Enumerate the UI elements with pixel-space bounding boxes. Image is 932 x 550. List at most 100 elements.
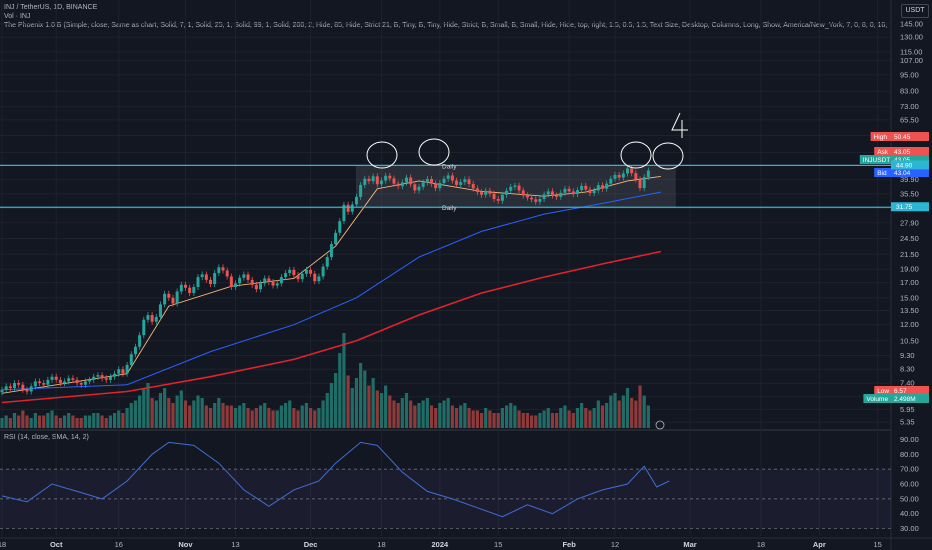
volume-bar [484,408,488,428]
badge-value-box [891,155,929,164]
volume-bar [580,403,584,428]
candle-body [259,283,263,290]
candle-body [430,179,434,184]
price-badge: Ask 43.05 [874,147,929,156]
candle-body [21,384,25,390]
volume-bar [404,393,409,428]
candle-body [33,381,37,387]
x-tick-label: 13 [231,540,239,549]
candle-body [138,335,142,347]
volume-bar [367,385,371,428]
candle-body [384,175,388,181]
volume-bar [233,408,238,428]
candle-body [571,191,575,195]
volume-bar [179,390,183,428]
candle-body [163,293,167,305]
volume-bar [87,415,92,428]
volume-bar [204,405,208,428]
candle-body [209,279,212,285]
volume-bar [613,393,617,428]
candle-body [484,190,488,195]
candle-body [563,188,567,193]
badge-value-box [891,132,929,141]
volume-bar [534,415,538,428]
candle-body [521,190,525,196]
volume-bar [112,413,117,428]
candle-body [117,369,121,374]
candle-body [613,174,617,179]
volume-bar [634,400,638,428]
volume-bar [200,398,204,428]
volume-bar [379,393,384,428]
candle-body [75,379,79,384]
candle-body [234,283,238,287]
volume-indicator-label[interactable]: Vol · INJ [4,13,31,20]
candle-body [417,186,421,191]
phoenix-indicator-label[interactable]: The Phoenix 1.0 Б (Simple, close, Same a… [4,22,889,29]
x-tick-label: 12 [611,540,619,549]
volume-bar [292,408,296,428]
volume-bar [104,418,108,428]
volume-bar [8,418,12,428]
volume-bar [538,413,542,428]
candle-body [17,383,21,385]
volume-bar [283,403,288,428]
badge-label-box [874,147,891,156]
volume-bar [450,405,454,428]
candle-body [559,192,563,197]
price-badge: Volume 2.498M [863,394,929,403]
candle-body [213,273,217,285]
candle-body [600,185,604,189]
drawing-circle [366,141,398,169]
candle-body [505,190,509,195]
x-tick-label: 2024 [432,540,450,549]
volume-bar [446,398,450,428]
volume-bar [21,410,25,428]
candle-body [525,195,529,198]
candle-body [158,304,162,317]
volume-bar [442,400,446,428]
candle-body [221,267,225,271]
volume-bar [17,415,21,428]
volume-bar [542,410,546,428]
candle-body [67,378,71,382]
volume-bar [267,408,271,428]
y-tick-label: 19.00 [900,265,919,274]
candle-body [359,184,363,197]
candle-body [204,274,208,280]
candle-body [450,175,454,181]
volume-bar [271,410,275,428]
candle-body [550,191,554,196]
volume-bar [229,405,233,428]
candle-body [0,389,4,393]
y-tick-label: 9.30 [900,351,915,360]
candle-body [46,379,50,385]
volume-bar [625,388,630,428]
candle-body [58,379,62,384]
y-tick-label: 21.50 [900,250,919,259]
volume-bar [459,405,463,428]
volume-bar [313,410,317,428]
drawing-circle [418,138,450,166]
candle-body [350,204,354,212]
candle-body [609,178,613,184]
rsi-indicator-label[interactable]: RSI (14, close, SMA, 14, 2) [4,434,89,441]
volume-bar [46,413,50,428]
volume-bar [29,418,33,428]
volume-bar [4,415,8,428]
candle-body [329,244,333,258]
candle-body [467,179,471,184]
volume-bar [479,413,484,428]
volume-bar [0,418,4,428]
candle-body [480,192,484,195]
currency-selector[interactable]: USDT [901,4,929,18]
candle-body [363,178,367,185]
candle-body [446,175,450,179]
y-tick-label: 24.50 [900,234,919,243]
rsi-y-tick-label: 90.00 [900,435,919,444]
ma-line [1,191,661,391]
level-value: 44.90 [896,162,913,169]
y-tick-label: 8.30 [900,365,915,374]
rsi-line [1,441,670,518]
